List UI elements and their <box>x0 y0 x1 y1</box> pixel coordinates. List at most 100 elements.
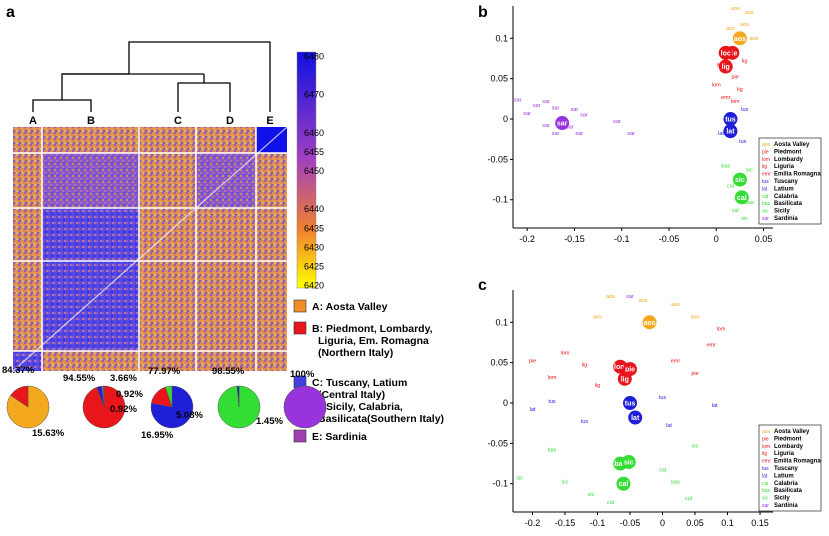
legend-name: Latium <box>774 473 794 479</box>
x-tick-label: 0 <box>660 518 665 528</box>
centroid-label: cal <box>737 195 747 202</box>
pie-slice <box>283 385 327 429</box>
centroid-label: pie <box>625 367 635 374</box>
legend-code: tus <box>762 466 769 472</box>
y-tick-label: -0.05 <box>487 438 508 448</box>
cluster-label-D: D <box>226 115 234 127</box>
legend-code: lat <box>762 473 768 479</box>
sample-point: cal <box>727 184 734 190</box>
colorbar-tick-label: 6460 <box>304 128 324 138</box>
legend-label-D: D: Sicily, Calabria, Basilicata(Southern … <box>312 401 444 425</box>
legend-box <box>758 137 822 225</box>
colorbar-ticks: 6480 6470 6460 6455 6450 6440 6435 6430 6425 6420 <box>304 52 324 291</box>
centroid-loc: loc <box>718 45 733 60</box>
legend-name: Lombardy <box>774 444 804 450</box>
centroid-cal: cal <box>734 190 749 205</box>
legend-code: lig <box>762 451 767 457</box>
legend-swatch-A <box>293 299 307 313</box>
sample-point: cal <box>659 468 666 474</box>
sample-point: tus <box>739 139 747 145</box>
sample-point: lom <box>717 326 726 332</box>
x-tick-label: 0.15 <box>751 518 769 528</box>
sample-point: aos <box>740 22 749 28</box>
legend-line: (Central Italy) <box>318 389 385 401</box>
x-tick-label: 0.05 <box>686 518 704 528</box>
legend-name: Emilia Romagna <box>774 459 821 465</box>
legend-code: lom <box>762 157 770 163</box>
legend-name: Basilicata <box>774 488 803 494</box>
block-B <box>42 153 139 208</box>
centroid-label: aos <box>734 36 746 43</box>
centroid-label: bas <box>614 461 626 468</box>
sample-point: cal <box>607 500 614 506</box>
legend-name: Basilicata <box>774 201 803 207</box>
panel-label-c: c <box>478 277 487 294</box>
legend-code: lom <box>762 444 770 450</box>
sample-point: bas <box>721 163 730 169</box>
dendrogram <box>32 41 271 112</box>
legend-code: emr <box>762 459 771 465</box>
legend-code: aos <box>762 142 771 148</box>
legend-code: lig <box>762 164 767 170</box>
pie-slice <box>10 385 29 408</box>
legend-code: tus <box>762 179 769 185</box>
legend-name: Latium <box>774 186 794 192</box>
y-tick-label: 0.05 <box>490 74 508 84</box>
legend-name: Liguria <box>774 451 795 457</box>
centroid-marker <box>628 410 643 425</box>
sample-point: lig <box>742 59 748 65</box>
y-tick-label: 0 <box>503 114 508 124</box>
pie-slice-label: 3.66% <box>110 373 137 384</box>
sample-point: emr <box>707 343 717 349</box>
panel-label-a: a <box>6 4 15 21</box>
heatmap <box>12 126 288 372</box>
pie-slice-label: 100% <box>290 369 315 380</box>
cluster-legend: A: Aosta Valley B: Piedmont, Lombardy, Lig… <box>293 299 444 443</box>
centroid-marker <box>732 172 747 187</box>
y-tick-label: -0.05 <box>487 154 508 164</box>
sample-point: aos <box>606 294 615 300</box>
x-tick-label: 0.1 <box>721 518 734 528</box>
y-tick-label: 0.05 <box>490 358 508 368</box>
legend-code: emr <box>762 172 771 178</box>
sample-point: sar <box>552 105 560 111</box>
centroid-marker <box>732 31 747 46</box>
x-tick-label: -0.2 <box>519 234 535 244</box>
sample-point: sar <box>542 99 550 105</box>
sample-point: lom <box>561 351 570 357</box>
centroid-aos: aos <box>642 315 657 330</box>
pie-charts: 84.37% 15.63% 94.55% 3.66% 0.92% 0.92% 77.97% 1… <box>2 365 327 441</box>
legend-name: Sicily <box>774 496 790 502</box>
pie-slice-label: 77.97% <box>148 366 181 377</box>
legend-code: sic <box>762 209 769 215</box>
legend-code: pie <box>762 436 769 442</box>
colorbar-tick-label: 6470 <box>304 90 324 100</box>
colorbar <box>296 51 317 289</box>
sample-point: lat <box>666 423 672 429</box>
legend-code: pie <box>762 149 769 155</box>
legend-label-C: C: Tuscany, Latium (Central Italy) <box>312 377 407 401</box>
sample-point: lom <box>731 99 740 105</box>
legend-name: Aosta Valley <box>774 142 810 148</box>
sample-point: bas <box>671 480 680 486</box>
cluster-label-C: C <box>174 115 182 127</box>
cluster-labels: A B C D E <box>29 115 274 127</box>
centroid-label: cal <box>619 481 629 488</box>
panel-label-b: b <box>478 4 488 21</box>
sample-point: sar <box>552 131 560 137</box>
centroid-label: lig <box>722 64 730 71</box>
legend-line: E: Sardinia <box>312 431 367 443</box>
colorbar-tick-label: 6420 <box>304 281 324 291</box>
centroid-sic: sic <box>732 172 747 187</box>
sample-point: sar <box>523 111 531 117</box>
sample-point: cal <box>732 208 739 214</box>
centroid-marker <box>723 112 738 127</box>
sample-point: aos <box>671 302 680 308</box>
pie-slice <box>236 385 240 408</box>
pie-slice-label: 1.45% <box>256 416 283 427</box>
sample-point: aos <box>691 314 700 320</box>
heatmap-grid <box>13 127 287 371</box>
centroid-tus: tus <box>723 112 738 127</box>
pca-plot-b: -0.2 -0.15 -0.1 -0.05 0 0.05 0.1 0.05 0 -0.05 -0.1… <box>487 6 821 244</box>
